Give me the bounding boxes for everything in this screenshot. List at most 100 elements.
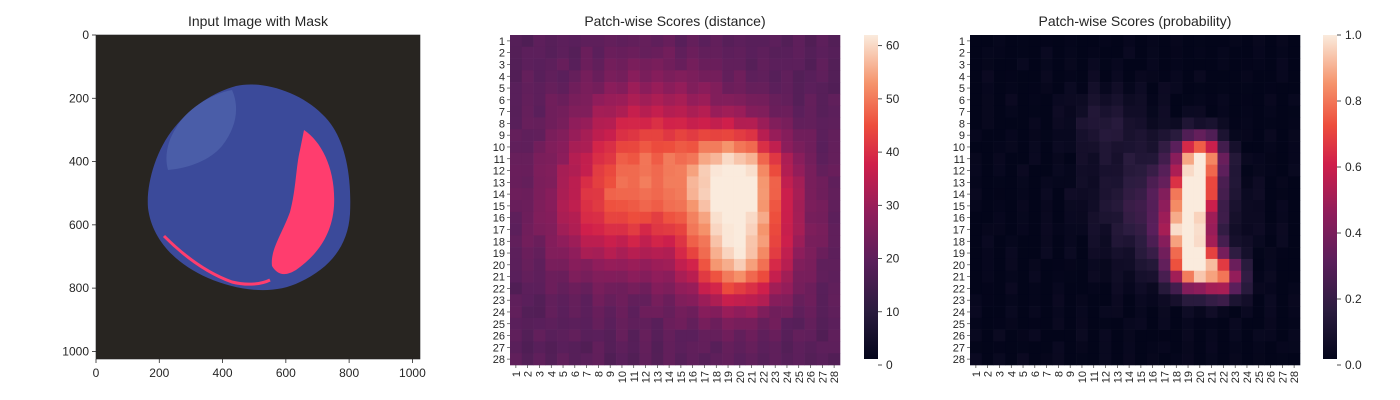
probability-cell (1205, 117, 1218, 130)
distance-row-labels: 1234567891011121314151617181920212223242… (493, 36, 510, 366)
probability-cell (1052, 58, 1065, 71)
probability-cell (1288, 258, 1301, 272)
probability-cell (1241, 93, 1254, 107)
probability-cell (1182, 223, 1195, 236)
distance-colorbar-label: 40 (886, 145, 900, 159)
probability-cell (981, 58, 994, 71)
distance-cell (816, 117, 829, 130)
probability-cell (1182, 341, 1195, 354)
probability-cell (1276, 141, 1289, 154)
probability-cell (1241, 235, 1254, 248)
probability-cell (1241, 341, 1254, 354)
distance-cell (804, 353, 817, 366)
probability-cell (1146, 46, 1159, 59)
distance-row-label: 25 (493, 319, 505, 331)
distance-cell (651, 270, 664, 283)
distance-cell (733, 93, 747, 107)
distance-cell (510, 317, 523, 330)
distance-col-label: 5 (558, 371, 570, 377)
probability-row-label: 24 (953, 307, 965, 319)
probability-cell (1052, 235, 1065, 248)
distance-cell (592, 70, 605, 83)
distance-cell (816, 317, 829, 330)
probability-cell (1217, 317, 1230, 330)
probability-cell (1158, 270, 1171, 283)
probability-cell (1229, 353, 1242, 366)
distance-cell (616, 329, 629, 342)
distance-cell (686, 353, 699, 366)
distance-cell (521, 129, 534, 142)
distance-cell (568, 46, 582, 59)
distance-cell (557, 58, 570, 71)
probability-cell (1146, 306, 1159, 319)
probability-cell (1276, 176, 1289, 189)
distance-cell (521, 317, 534, 330)
distance-cell (745, 317, 758, 330)
distance-cell (639, 129, 652, 142)
distance-cell (710, 294, 723, 307)
distance-cell (616, 258, 629, 272)
probability-cell (1252, 306, 1265, 319)
image-x-tick-label: 200 (149, 366, 169, 380)
distance-cell (663, 141, 676, 154)
probability-cell (1111, 176, 1124, 189)
distance-cell (792, 35, 805, 48)
distance-cell (545, 317, 558, 330)
distance-cell (722, 294, 735, 307)
distance-cell (769, 164, 782, 177)
probability-cell (981, 82, 994, 95)
distance-cell (639, 82, 652, 95)
distance-cell (627, 200, 640, 213)
probability-cell (1288, 247, 1301, 260)
distance-cell (663, 200, 676, 213)
distance-cell (663, 282, 676, 295)
distance-cell (781, 129, 794, 142)
probability-cell (1217, 129, 1230, 142)
distance-cell (580, 188, 593, 201)
probability-cell (1123, 188, 1136, 201)
distance-cell (781, 223, 794, 236)
distance-cell (675, 82, 688, 95)
distance-cell (510, 235, 523, 248)
distance-cell (557, 46, 570, 59)
probability-cell (1123, 341, 1136, 354)
distance-cell (639, 317, 652, 330)
distance-cell (745, 341, 758, 354)
probability-cell (1017, 105, 1030, 118)
distance-cell (781, 258, 794, 272)
probability-cell (1064, 93, 1077, 107)
probability-cell (1241, 141, 1254, 154)
distance-cell (604, 152, 617, 165)
probability-cell (993, 105, 1006, 118)
probability-col-label: 22 (1218, 371, 1230, 383)
probability-cell (1264, 211, 1277, 224)
distance-cell (545, 329, 558, 342)
distance-cell (710, 200, 723, 213)
distance-cell (545, 306, 558, 319)
distance-cell (627, 117, 640, 130)
probability-cell (970, 152, 983, 165)
distance-cell (686, 129, 699, 142)
probability-row-label: 7 (959, 107, 965, 119)
probability-cell (1123, 82, 1136, 95)
probability-cell (1005, 93, 1018, 107)
probability-cell (1264, 270, 1277, 283)
distance-cell (804, 188, 817, 201)
probability-cell (1229, 70, 1242, 83)
probability-col-label: 8 (1053, 371, 1065, 377)
distance-cell (627, 105, 640, 118)
probability-cell (1099, 188, 1112, 201)
distance-cell (568, 294, 582, 307)
probability-cell (1099, 129, 1112, 142)
distance-cell (521, 306, 534, 319)
probability-colorbar-label: 0.6 (1345, 160, 1362, 174)
distance-cell (686, 282, 699, 295)
distance-cell (651, 282, 664, 295)
distance-cell (616, 105, 629, 118)
distance-cell (675, 188, 688, 201)
distance-cell (792, 93, 805, 107)
image-frame (95, 34, 421, 360)
probability-cell (1252, 117, 1265, 130)
distance-cell (592, 258, 605, 272)
distance-col-label: 6 (570, 371, 582, 377)
